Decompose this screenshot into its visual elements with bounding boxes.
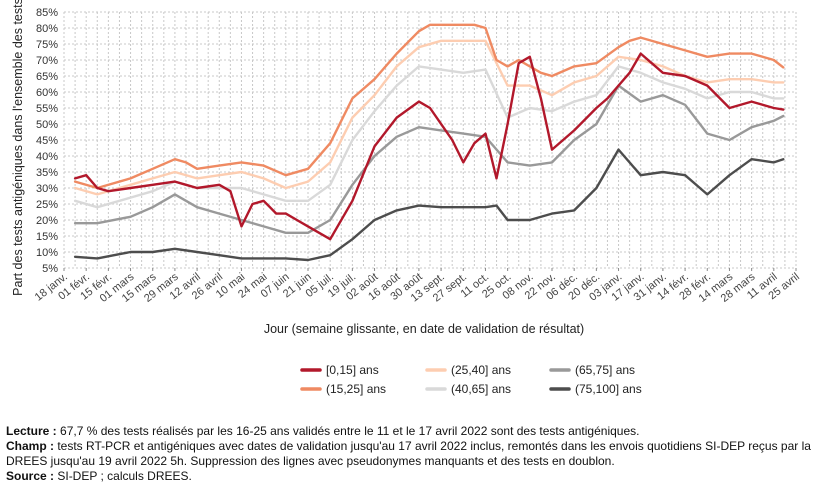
series-line xyxy=(73,65,785,209)
series-line xyxy=(73,84,785,234)
y-tick-label: 10% xyxy=(36,247,58,259)
chart-legend: [0,15] ans (15,25] ans (25,40] ans (40,65] … xyxy=(300,363,642,396)
y-tick-label: 20% xyxy=(36,215,58,227)
chart-series-lines xyxy=(73,23,785,262)
source-note: Source : SI-DEP ; calculs DREES. xyxy=(6,469,192,483)
y-tick-label: 80% xyxy=(36,23,58,35)
y-tick-label: 30% xyxy=(36,183,58,195)
series-line xyxy=(73,39,785,196)
y-tick-label: 70% xyxy=(36,55,58,67)
y-tick-label: 25% xyxy=(36,199,58,211)
notes: Lecture : 67,7 % des tests réalisés par … xyxy=(6,424,818,484)
legend-label: (75,100] ans xyxy=(575,382,642,396)
series-line xyxy=(73,148,785,262)
x-axis-title: Jour (semaine glissante, en date de vali… xyxy=(264,322,584,336)
y-tick-label: 65% xyxy=(36,71,58,83)
series-line xyxy=(73,23,785,190)
series-line xyxy=(73,52,785,241)
y-tick-label: 60% xyxy=(36,87,58,99)
y-tick-label: 40% xyxy=(36,151,58,163)
y-tick-label: 50% xyxy=(36,119,58,131)
line-chart: 5% 10% 15% 20% 25% 30% 35% 40% 45% 50% 55% 60% 65% 70… xyxy=(11,0,802,396)
y-tick-label: 15% xyxy=(36,231,58,243)
y-tick-label: 75% xyxy=(36,39,58,51)
y-axis-title: Part des tests antigéniques dans l'ensem… xyxy=(11,0,25,296)
y-tick-label: 85% xyxy=(36,7,58,19)
champ-note: Champ : tests RT-PCR et antigéniques ave… xyxy=(6,439,811,468)
legend-label: (15,25] ans xyxy=(326,382,386,396)
legend-label: (25,40] ans xyxy=(451,363,511,377)
legend-label: [0,15] ans xyxy=(326,363,379,377)
legend-label: (40,65] ans xyxy=(451,382,511,396)
y-axis-ticks: 5% 10% 15% 20% 25% 30% 35% 40% 45% 50% 55% 60% 65% 70… xyxy=(36,7,58,275)
y-tick-label: 45% xyxy=(36,135,58,147)
legend-label: (65,75] ans xyxy=(575,363,635,377)
y-tick-label: 35% xyxy=(36,167,58,179)
lecture-note: Lecture : 67,7 % des tests réalisés par … xyxy=(6,424,640,438)
y-tick-label: 5% xyxy=(42,263,58,275)
y-tick-label: 55% xyxy=(36,103,58,115)
